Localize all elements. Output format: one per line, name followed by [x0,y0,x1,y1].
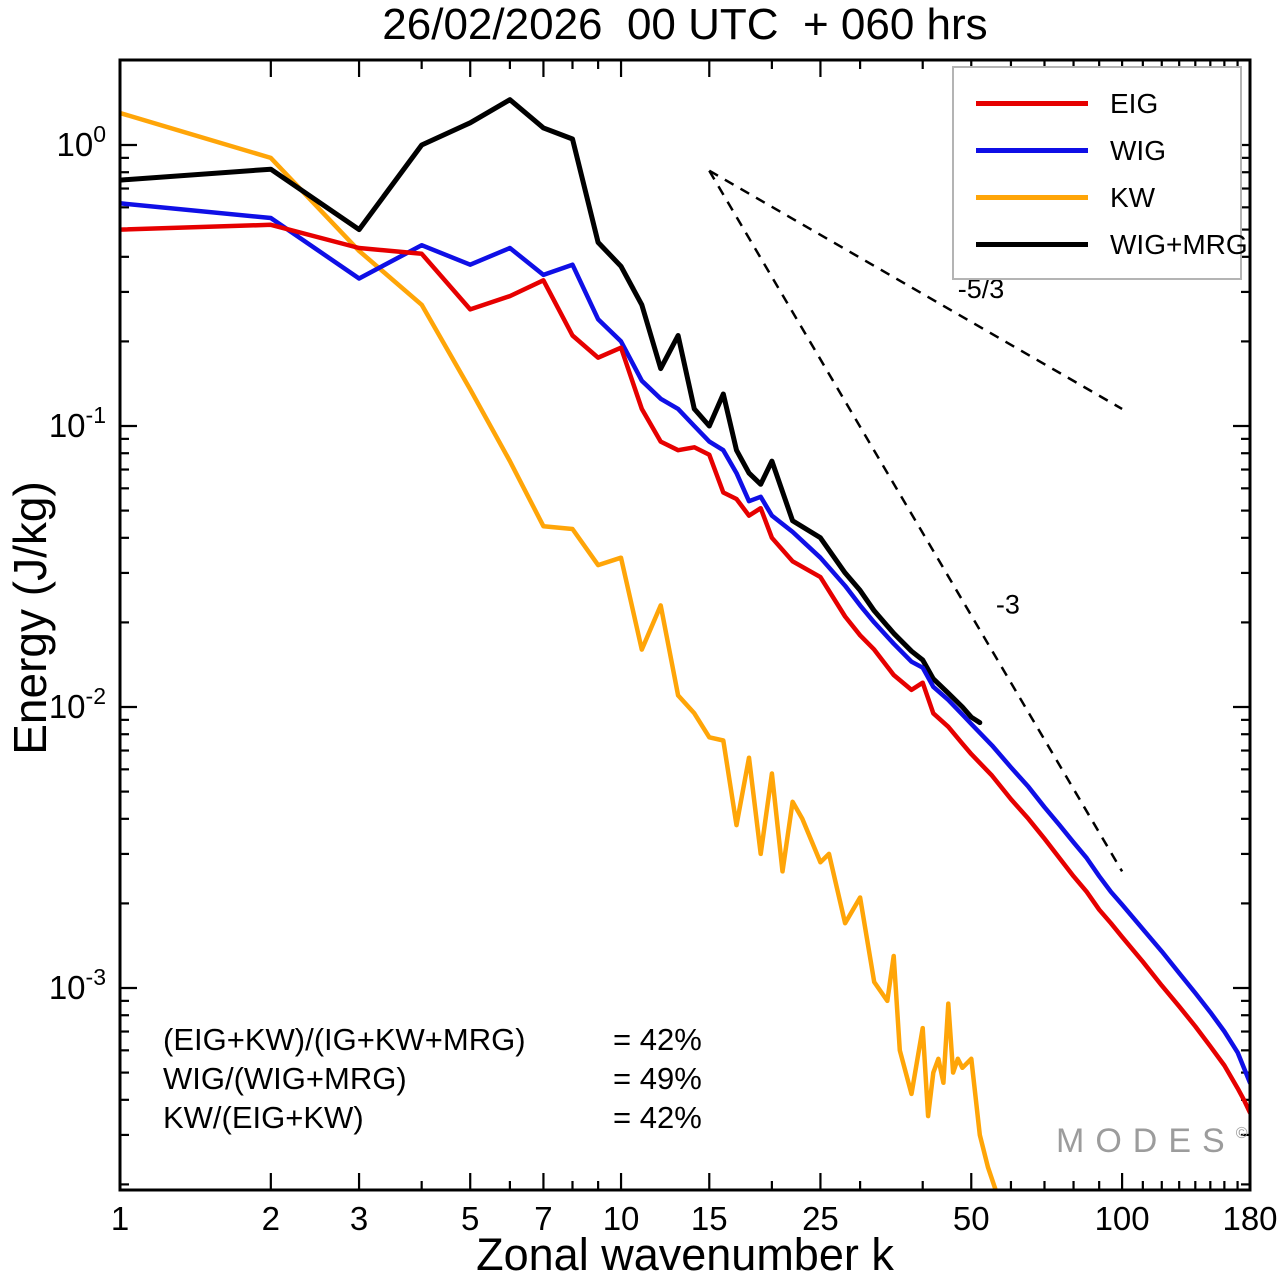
legend-item-kw: KW [976,174,1240,221]
ratio-row-2: WIG/(WIG+MRG) = 49% [163,1059,702,1098]
ratio-formula: (EIG+KW)/(IG+KW+MRG) [163,1022,526,1057]
series-line-wig-mrg [120,97,983,726]
svg-text:10-3: 10-3 [49,964,106,1006]
svg-text:3: 3 [350,1200,368,1237]
x-axis-label: Zonal wavenumber k [476,1229,894,1280]
ratio-row-1: (EIG+KW)/(IG+KW+MRG) = 42% [163,1020,702,1059]
svg-text:180: 180 [1222,1200,1277,1237]
svg-text:10-2: 10-2 [49,683,106,725]
svg-text:10-1: 10-1 [49,402,106,444]
legend-item-wig: WIG [976,127,1240,174]
svg-text:100: 100 [1095,1200,1150,1237]
svg-text:100: 100 [56,121,106,163]
series-line-eig [120,222,1250,1115]
ratio-annotations: (EIG+KW)/(IG+KW+MRG) = 42% WIG/(WIG+MRG)… [163,1020,702,1137]
svg-text:50: 50 [953,1200,990,1237]
series-line-wig [120,201,1250,1086]
slope-reference-line [708,170,1124,873]
legend-label-eig: EIG [1110,87,1159,119]
x-tick-labels: 1 2 3 5 7 10 15 25 50 100 180 [111,1200,1278,1237]
svg-text:15: 15 [691,1200,728,1237]
ratio-formula: KW/(EIG+KW) [163,1100,364,1135]
legend-label-wig-mrg: WIG+MRG [1110,228,1248,260]
series-line-kw [120,110,999,1190]
ratio-formula: WIG/(WIG+MRG) [163,1061,407,1096]
chart-title: 26/02/2026 00 UTC + 060 hrs [382,0,988,49]
slope-reference-line [708,169,1123,411]
legend-label-kw: KW [1110,181,1156,213]
ratio-value: = 49% [613,1061,702,1096]
kw-line-swatch [976,195,1088,200]
svg-text:2: 2 [262,1200,280,1237]
slope-label: -3 [996,590,1020,620]
svg-text:25: 25 [802,1200,839,1237]
wig-mrg-line-swatch [976,242,1088,247]
eig-line-swatch [976,101,1088,106]
wig-line-swatch [976,148,1088,153]
ratio-value: = 42% [613,1100,702,1135]
legend: EIG WIG KW WIG+MRG [952,66,1248,280]
copyright-symbol: © [1235,1125,1248,1142]
modes-watermark: MODES© [1056,1122,1247,1161]
legend-item-eig: EIG [976,80,1240,127]
svg-text:10: 10 [603,1200,640,1237]
svg-text:5: 5 [461,1200,479,1237]
y-axis-label: Energy (J/kg) [4,481,56,755]
legend-label-wig: WIG [1110,134,1166,166]
plot-border [118,58,1252,1192]
ratio-value: = 42% [613,1022,702,1057]
y-tick-labels: 100 10-1 10-2 10-3 [49,121,106,1006]
legend-item-wig-mrg: WIG+MRG [976,221,1248,268]
svg-text:7: 7 [534,1200,552,1237]
svg-text:1: 1 [111,1200,129,1237]
modes-text: MODES [1056,1122,1236,1160]
ratio-row-3: KW/(EIG+KW) = 42% [163,1098,702,1137]
